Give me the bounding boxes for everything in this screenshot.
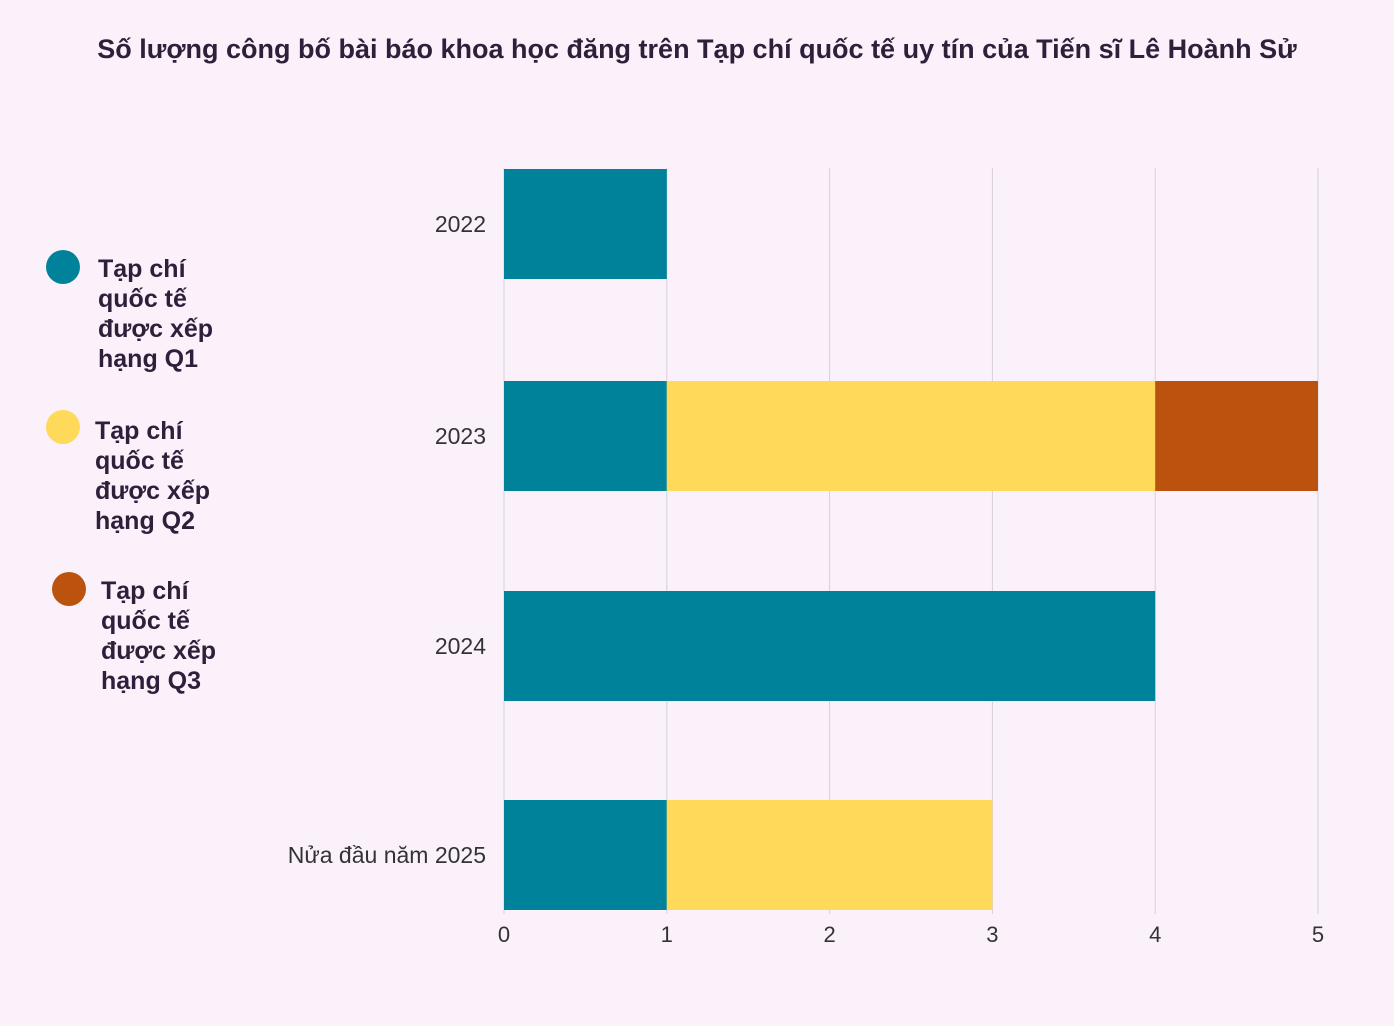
bar-3-series-1	[666, 800, 993, 910]
bar-1-series-1	[666, 381, 1156, 491]
legend-label-q1: Tạp chí quốc tế được xếp hạng Q1	[98, 255, 214, 373]
category-label-3: Nửa đầu năm 2025	[288, 842, 486, 868]
bars	[504, 169, 1318, 910]
legend-label-q2: Tạp chí quốc tế được xếp hạng Q2	[95, 417, 211, 535]
legend-swatch-q1	[46, 250, 80, 284]
category-label-0: 2022	[435, 211, 486, 237]
legend-swatch-q2	[46, 410, 80, 444]
x-tick-label-0: 0	[498, 922, 510, 947]
bar-3-series-0	[504, 800, 667, 910]
legend-label-q3: Tạp chí quốc tế được xếp hạng Q3	[101, 577, 217, 695]
x-tick-label-4: 4	[1149, 922, 1161, 947]
x-axis-ticks: 0 1 2 3 4 5	[498, 922, 1324, 947]
legend-swatch-q3	[52, 572, 86, 606]
category-labels: 2022 2023 2024 Nửa đầu năm 2025	[288, 211, 486, 868]
bar-1-series-2	[1155, 381, 1318, 491]
category-label-2: 2024	[435, 633, 486, 659]
x-tick-label-3: 3	[986, 922, 998, 947]
bar-0-series-0	[504, 169, 667, 279]
x-tick-label-5: 5	[1312, 922, 1324, 947]
category-label-1: 2023	[435, 423, 486, 449]
bar-2-series-0	[504, 591, 1156, 701]
x-tick-label-2: 2	[823, 922, 835, 947]
gridlines	[503, 168, 1319, 914]
x-tick-label-1: 1	[661, 922, 673, 947]
bar-1-series-0	[504, 381, 667, 491]
chart-title: Số lượng công bố bài báo khoa học đăng t…	[97, 34, 1297, 64]
